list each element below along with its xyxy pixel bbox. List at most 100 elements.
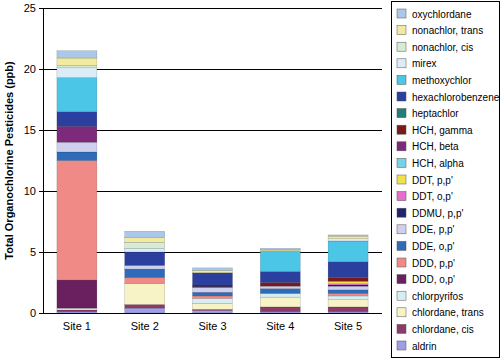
bar-segment xyxy=(57,310,97,312)
bar-segment xyxy=(125,265,165,269)
bar-segment xyxy=(57,68,97,78)
bar-segment xyxy=(192,286,232,287)
bar-segment xyxy=(192,286,232,287)
bar-segment xyxy=(57,142,97,152)
legend-label: DDE, p,p' xyxy=(412,224,455,235)
legend-swatch xyxy=(397,158,406,167)
bar-segment xyxy=(125,278,165,284)
legend-label: DDD, o,p' xyxy=(412,274,455,285)
bar-segment xyxy=(57,65,97,67)
legend-label: methoxychlor xyxy=(412,75,472,86)
bar-segment xyxy=(260,272,300,283)
bar-segment xyxy=(260,250,300,251)
bar-segment xyxy=(192,298,232,303)
bar-segment xyxy=(125,304,165,308)
bar-segment xyxy=(328,239,368,241)
bar-segment xyxy=(192,287,232,292)
y-tick-label: 25 xyxy=(24,2,36,14)
bar-segment xyxy=(125,231,165,237)
bar-segment xyxy=(192,270,232,272)
legend-label: DDMU, p,p' xyxy=(412,208,463,219)
legend-label: DDD, p,p' xyxy=(412,258,455,269)
bar-segment xyxy=(260,283,300,287)
bar-segment xyxy=(192,286,232,287)
bar-segment xyxy=(57,309,97,310)
bar-segment xyxy=(125,248,165,252)
bar-segment xyxy=(57,58,97,65)
legend-swatch xyxy=(397,75,406,84)
legend-label: DDE, o,p' xyxy=(412,241,455,252)
legend-swatch xyxy=(397,59,406,68)
bar-segment xyxy=(328,262,368,278)
bar-segment xyxy=(260,307,300,312)
bar-segment xyxy=(328,300,368,307)
bar-segment xyxy=(328,307,368,312)
legend-label: aldrin xyxy=(412,341,436,352)
legend-swatch xyxy=(397,42,406,51)
y-tick-label: 10 xyxy=(24,185,36,197)
bar-segment xyxy=(125,308,165,313)
bar-segment xyxy=(328,278,368,282)
grid-line xyxy=(43,8,382,9)
legend-label: chlordane, trans xyxy=(412,307,484,318)
legend-swatch xyxy=(397,208,406,217)
bar-segment xyxy=(192,296,232,298)
y-axis xyxy=(43,8,44,313)
bar-segment xyxy=(125,284,165,305)
bar-segment xyxy=(328,293,368,295)
bar-segment xyxy=(57,51,97,58)
legend-swatch xyxy=(397,26,406,35)
grid-line xyxy=(43,313,382,314)
legend-swatch xyxy=(397,258,406,267)
bar-segment xyxy=(192,286,232,287)
legend-label: mirex xyxy=(412,58,436,69)
legend-swatch xyxy=(397,92,406,101)
bar-segment xyxy=(57,112,97,127)
x-tick-label: Site 3 xyxy=(198,320,226,332)
bar-segment xyxy=(125,242,165,248)
y-tick-label: 15 xyxy=(24,124,36,136)
legend-swatch xyxy=(397,241,406,250)
bar-segment xyxy=(328,241,368,262)
legend-label: nonachlor, cis xyxy=(412,42,473,53)
y-tick-label: 5 xyxy=(30,246,36,258)
legend-label: HCH, beta xyxy=(412,141,459,152)
legend-label: hexachlorobenzene xyxy=(412,92,500,103)
legend-label: DDT, o,p' xyxy=(412,191,453,202)
bar-segment xyxy=(260,286,300,288)
bar-segment xyxy=(192,292,232,296)
chart-svg: 0510152025Site 1Site 2Site 3Site 4Site 5… xyxy=(0,0,500,358)
bar-segment xyxy=(57,126,97,142)
legend-swatch xyxy=(397,341,406,350)
bar-segment xyxy=(125,269,165,278)
bar-segment xyxy=(125,237,165,242)
bars xyxy=(57,51,368,313)
bar-segment xyxy=(57,152,97,161)
bar-segment xyxy=(57,161,97,281)
bar-segment xyxy=(192,273,232,285)
bar-segment xyxy=(260,251,300,272)
legend-swatch xyxy=(397,324,406,333)
legend-box xyxy=(391,1,499,358)
bar-segment xyxy=(328,236,368,238)
x-tick-label: Site 5 xyxy=(334,320,362,332)
legend-label: HCH, gamma xyxy=(412,125,473,136)
y-tick xyxy=(39,252,43,253)
legend-label: chlorpyrifos xyxy=(412,291,463,302)
bar-segment xyxy=(328,281,368,283)
x-tick-label: Site 4 xyxy=(266,320,294,332)
x-axis xyxy=(43,313,382,314)
legend-swatch xyxy=(397,225,406,234)
legend-swatch xyxy=(397,275,406,284)
legend-label: DDT, p,p' xyxy=(412,175,453,186)
bar-segment xyxy=(125,252,165,265)
bar-segment xyxy=(328,296,368,300)
y-tick xyxy=(39,130,43,131)
y-tick xyxy=(39,191,43,192)
y-tick-label: 20 xyxy=(24,63,36,75)
y-tick xyxy=(39,313,43,314)
y-tick xyxy=(39,69,43,70)
y-axis-label: Total Organochlorine Pesticides (ppb) xyxy=(3,61,15,260)
bar-segment xyxy=(192,303,232,309)
y-tick-label: 0 xyxy=(30,307,36,319)
